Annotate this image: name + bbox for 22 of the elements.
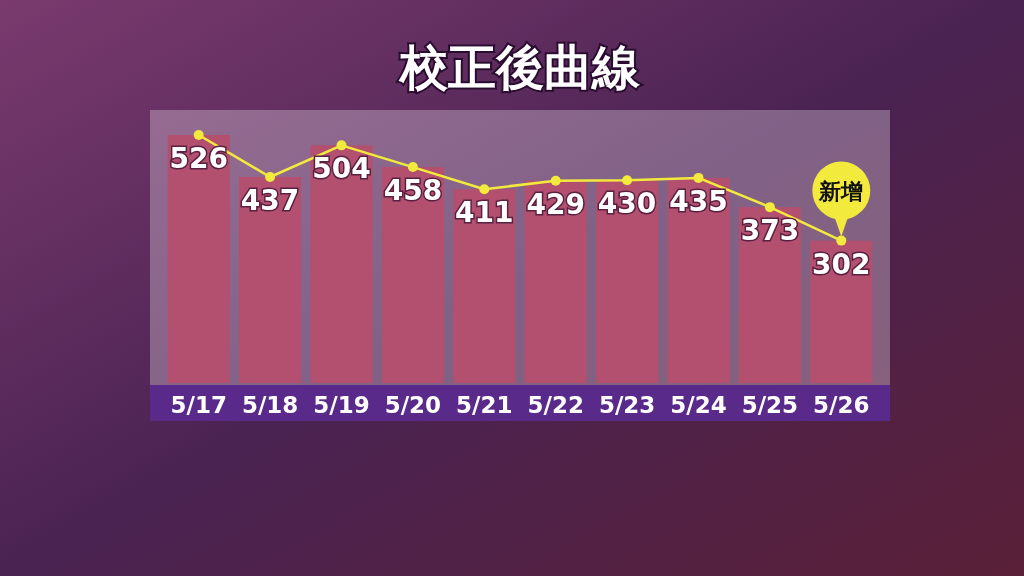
x-tick-label: 5/20 (384, 392, 442, 418)
chart-title: 校正後曲線 (398, 39, 641, 95)
data-label: 526 (169, 142, 228, 175)
x-tick-label: 5/23 (598, 392, 656, 418)
data-label: 373 (740, 214, 800, 248)
x-tick-label: 5/25 (741, 392, 799, 418)
data-label: 429 (526, 187, 585, 221)
data-label: 430 (597, 187, 657, 221)
x-tick-label: 5/21 (456, 392, 513, 418)
x-tick-label: 5/26 (813, 392, 870, 418)
data-label: 411 (455, 196, 514, 230)
x-tick-label: 5/17 (170, 392, 227, 418)
data-label: 458 (383, 174, 443, 208)
x-tick-label: 5/22 (527, 392, 584, 418)
x-tick-label: 5/18 (241, 392, 299, 418)
data-label: 302 (812, 247, 871, 281)
data-label: 504 (312, 152, 371, 186)
annotation: 新增 (818, 178, 864, 204)
x-tick-label: 5/19 (313, 392, 370, 418)
data-label: 437 (240, 183, 300, 217)
x-tick-label: 5/24 (670, 392, 727, 418)
data-label: 435 (669, 184, 728, 218)
